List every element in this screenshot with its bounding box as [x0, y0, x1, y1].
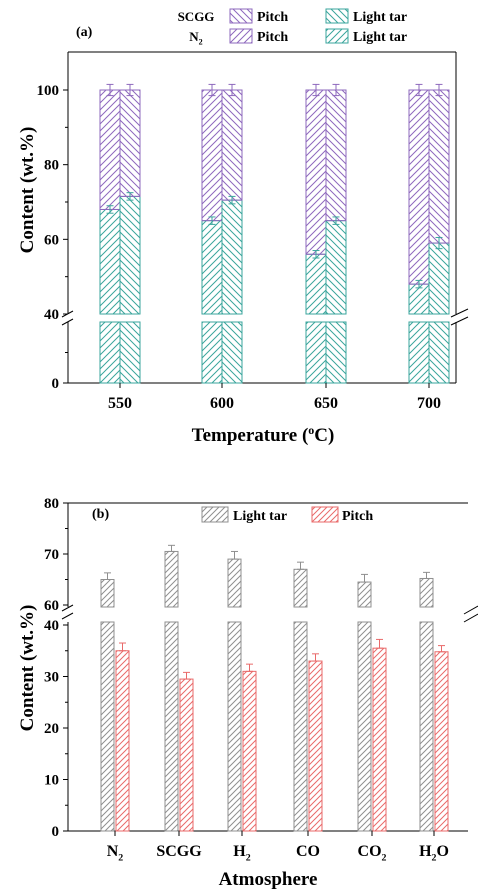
legend-swatch-light-tar-b — [201, 506, 229, 523]
legend-a: SCGG Pitch Light tar N2 Pitch Light tar — [178, 8, 407, 47]
y-tick-label-b: 20 — [44, 721, 59, 737]
bar-pitch-n2 — [201, 89, 223, 222]
bar-light-tar-lower — [293, 621, 308, 832]
x-tick-label-b: H2O — [419, 843, 449, 863]
bar-light-tar-scgg-lower — [221, 321, 243, 384]
bar-light-tar-n2 — [201, 220, 223, 315]
bar-light-tar-scgg-lower — [325, 321, 347, 384]
bar-light-tar-lower — [227, 621, 242, 832]
chart-panel-a: (a) SCGG Pitch Light tar N2 Pitch Light tar 0… — [17, 8, 469, 446]
bar-pitch — [179, 678, 194, 832]
bar-light-tar-n2-lower — [408, 321, 430, 384]
bar-light-tar — [419, 577, 434, 608]
bar-light-tar-lower — [419, 621, 434, 832]
ticks-b: 0 10 20 30 40 60 70 80 N2 SCGG H2 CO CO2 H2O — [44, 496, 449, 863]
bar-pitch-n2 — [305, 89, 327, 255]
bar-light-tar-n2-lower — [305, 321, 327, 384]
y-tick-label-a: 0 — [52, 376, 60, 392]
bar-light-tar-scgg — [119, 195, 141, 315]
legend-swatch-light-tar-a — [325, 8, 349, 24]
bar-light-tar-scgg — [221, 199, 243, 315]
bar-light-tar-scgg-lower — [119, 321, 141, 384]
bar-pitch-n2 — [408, 89, 430, 285]
bar-light-tar-scgg — [325, 220, 347, 315]
panel-label-b: (b) — [92, 507, 109, 522]
bar-light-tar — [293, 568, 308, 608]
panel-label-a: (a) — [76, 25, 93, 40]
y-axis-label-b: Content (wt.%) — [17, 605, 38, 732]
y-tick-label-b: 40 — [44, 618, 59, 634]
legend-text-light-tar-a: Light tar — [353, 10, 407, 25]
x-tick-label-b: CO2 — [358, 843, 387, 863]
x-tick-label-b: H2 — [233, 843, 250, 863]
legend-row-label-a: N2 — [189, 29, 202, 47]
legend-text-light-tar-b: Light tar — [233, 509, 287, 524]
bar-light-tar — [164, 550, 179, 608]
bars-b — [100, 544, 449, 832]
x-tick-label-b: SCGG — [156, 843, 202, 860]
legend-swatch-pitch-a — [229, 8, 253, 24]
bars-a — [99, 83, 450, 384]
legend-row-label-a: SCGG — [178, 9, 215, 24]
bar-light-tar-scgg — [428, 242, 450, 315]
bar-pitch-n2 — [99, 89, 121, 210]
bar-light-tar-n2-lower — [201, 321, 223, 384]
bar-light-tar-lower — [357, 621, 372, 832]
y-tick-label-a: 80 — [44, 158, 59, 174]
x-tick-label-a: 650 — [314, 395, 338, 412]
legend-text-pitch-a: Pitch — [257, 10, 288, 25]
bar-pitch-scgg — [221, 89, 243, 201]
chart-panel-b: (b) Light tar Pitch 0 10 20 30 40 60 70 80 N2 SCGG… — [17, 496, 478, 890]
y-axis-label-a: Content (wt.%) — [17, 127, 38, 254]
bar-pitch — [372, 647, 387, 832]
x-axis-label-a: Temperature (oC) — [192, 423, 335, 446]
bar-pitch — [308, 660, 323, 832]
axis-break-right-a — [450, 308, 469, 326]
legend-swatch-pitch-a — [229, 28, 253, 44]
legend-text-pitch-a: Pitch — [257, 30, 288, 45]
y-tick-label-a: 40 — [44, 307, 59, 323]
bar-light-tar — [227, 558, 242, 608]
bar-pitch-scgg — [325, 89, 347, 222]
bar-light-tar-lower — [164, 621, 179, 832]
y-tick-label-b: 30 — [44, 670, 59, 686]
axis-break-right-b — [463, 605, 478, 623]
bar-light-tar-n2 — [305, 253, 327, 315]
axes-b — [61, 502, 478, 832]
bar-light-tar-n2 — [99, 208, 121, 315]
ticks-a: 0 40 60 80 100 550 600 650 700 — [37, 83, 442, 412]
x-axis-label-b: Atmosphere — [219, 869, 318, 890]
bar-light-tar — [357, 581, 372, 608]
y-tick-label-b: 60 — [44, 598, 59, 614]
legend-text-light-tar-a: Light tar — [353, 30, 407, 45]
y-tick-label-b: 70 — [44, 547, 59, 563]
legend-text-pitch-b: Pitch — [342, 509, 373, 524]
legend-swatch-light-tar-a — [325, 28, 349, 44]
legend-swatch-pitch-b — [311, 506, 339, 523]
bar-light-tar-scgg-lower — [428, 321, 450, 384]
y-tick-label-b: 80 — [44, 496, 59, 512]
y-tick-label-b: 0 — [52, 824, 60, 840]
bar-light-tar-n2-lower — [99, 321, 121, 384]
bar-pitch-scgg — [428, 89, 450, 244]
bar-light-tar-n2 — [408, 283, 430, 315]
bar-pitch — [115, 650, 130, 832]
x-tick-label-a: 550 — [108, 395, 132, 412]
x-tick-label-b: N2 — [107, 843, 124, 863]
y-tick-label-a: 60 — [44, 232, 59, 248]
legend-b: Light tar Pitch — [201, 506, 373, 524]
x-tick-label-b: CO — [296, 843, 320, 860]
x-tick-label-a: 700 — [417, 395, 441, 412]
y-tick-label-a: 100 — [37, 83, 60, 99]
bar-pitch — [434, 651, 449, 832]
x-tick-label-a: 600 — [210, 395, 234, 412]
bar-light-tar-lower — [100, 621, 115, 832]
bar-pitch-scgg — [119, 89, 141, 197]
bar-light-tar — [100, 579, 115, 608]
axis-break-left-b — [61, 604, 74, 620]
y-tick-label-b: 10 — [44, 773, 59, 789]
bar-pitch — [242, 670, 257, 832]
